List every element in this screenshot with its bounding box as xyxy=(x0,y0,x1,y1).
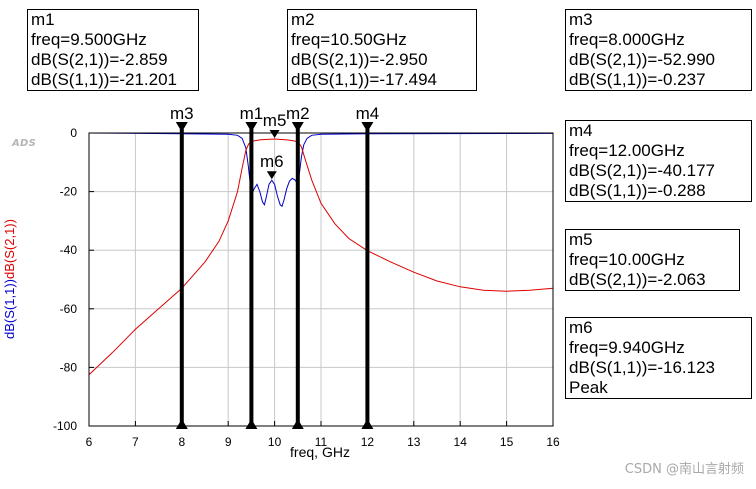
marker-box-m5: m5 freq=10.00GHz dB(S(2,1))=-2.063 xyxy=(565,229,740,291)
y-tick-label: -40 xyxy=(60,243,78,257)
marker-box-line: m1 xyxy=(31,10,55,29)
marker-label-m4: m4 xyxy=(356,104,380,123)
x-tick-label: 8 xyxy=(178,435,185,449)
chart-axes: 6 7 8 9 10 11 12 13 14 15 16 0 -20 -40 -60 -80 -100 xyxy=(53,126,560,449)
marker-box-line: freq=9.940GHz xyxy=(569,338,685,357)
x-tick-label: 13 xyxy=(407,435,421,449)
marker-label-m6: m6 xyxy=(260,152,284,171)
y-tick-label: -100 xyxy=(53,419,77,433)
marker-box-line: dB(S(1,1))=-0.237 xyxy=(569,70,706,89)
marker-box-line: m4 xyxy=(569,121,593,140)
y-axis-label-group: dB(S(1,1))dB(S(2,1)) xyxy=(2,219,17,339)
marker-box-line: dB(S(2,1))=-2.859 xyxy=(31,50,168,69)
marker-label-m1: m1 xyxy=(240,104,264,123)
plot-area xyxy=(88,132,554,376)
x-tick-label: 12 xyxy=(361,435,375,449)
marker-label-m2: m2 xyxy=(286,104,310,123)
x-tick-label: 14 xyxy=(454,435,468,449)
marker-point-m6 xyxy=(266,171,277,180)
marker-box-line: dB(S(2,1))=-2.950 xyxy=(291,50,428,69)
y-tick-label: -60 xyxy=(60,302,78,316)
marker-box-line: dB(S(1,1))=-17.494 xyxy=(291,70,437,89)
x-tick-label: 6 xyxy=(86,435,93,449)
marker-triangle-top-m1 xyxy=(245,122,258,132)
marker-box-line: dB(S(2,1))=-52.990 xyxy=(569,50,715,69)
x-tick-label: 10 xyxy=(268,435,282,449)
marker-box-line: freq=9.500GHz xyxy=(31,30,147,49)
marker-box-line: dB(S(1,1))=-21.201 xyxy=(31,70,177,89)
x-tick-label: 15 xyxy=(500,435,514,449)
marker-box-line: m3 xyxy=(569,10,593,29)
marker-box-line: m2 xyxy=(291,10,315,29)
marker-box-m6: m6 freq=9.940GHz dB(S(1,1))=-16.123 Peak xyxy=(565,317,752,399)
marker-point-m5 xyxy=(269,130,280,139)
marker-box-line: m5 xyxy=(569,230,593,249)
marker-box-line: freq=10.00GHz xyxy=(569,250,685,269)
x-tick-label: 16 xyxy=(546,435,560,449)
marker-box-m1: m1 freq=9.500GHz dB(S(2,1))=-2.859 dB(S(1,1… xyxy=(27,9,199,91)
y-tick-label: 0 xyxy=(70,126,77,140)
marker-box-line: freq=12.00GHz xyxy=(569,141,685,160)
marker-box-line: freq=10.50GHz xyxy=(291,30,407,49)
x-tick-label: 9 xyxy=(225,435,232,449)
x-tick-label: 7 xyxy=(132,435,139,449)
marker-label-m3: m3 xyxy=(170,104,194,123)
marker-triangle-top-m4 xyxy=(361,122,374,132)
y-axis-label: dB(S(1,1))dB(S(2,1)) xyxy=(2,219,17,339)
x-tick-label: 11 xyxy=(315,435,328,449)
marker-box-m2: m2 freq=10.50GHz dB(S(2,1))=-2.950 dB(S(1,1… xyxy=(287,9,477,91)
marker-box-m3: m3 freq=8.000GHz dB(S(2,1))=-52.990 dB(S(1,… xyxy=(565,9,752,91)
marker-triangle-bottom-m4 xyxy=(361,419,374,429)
marker-box-line: Peak xyxy=(569,378,608,397)
marker-triangle-bottom-m3 xyxy=(175,419,188,429)
marker-box-line: m6 xyxy=(569,318,593,337)
marker-triangle-bottom-m2 xyxy=(291,419,304,429)
y-axis-label-part: dB(S(2,1)) xyxy=(2,219,17,279)
marker-box-line: dB(S(1,1))=-16.123 xyxy=(569,358,715,377)
marker-triangle-bottom-m1 xyxy=(245,419,258,429)
watermark: CSDN @南山言射频 xyxy=(624,462,744,477)
marker-box-line: dB(S(2,1))=-40.177 xyxy=(569,161,715,180)
marker-label-m5: m5 xyxy=(263,111,287,130)
y-axis-label-part: dB(S(1,1)) xyxy=(2,279,17,339)
y-tick-label: -80 xyxy=(60,360,78,374)
chart-grid xyxy=(89,133,553,426)
series-line-db-s-2-1- xyxy=(88,138,554,376)
marker-triangle-top-m3 xyxy=(175,122,188,132)
marker-box-m4: m4 freq=12.00GHz dB(S(2,1))=-40.177 dB(S(1,… xyxy=(565,120,752,202)
ads-logo: ADS xyxy=(12,138,37,149)
marker-box-line: freq=8.000GHz xyxy=(569,30,685,49)
y-tick-label: -20 xyxy=(60,185,78,199)
marker-triangle-top-m2 xyxy=(291,122,304,132)
series-line-db-s-1-1- xyxy=(88,132,554,208)
marker-layer: m1 m2 m3 m4 m5 m6 xyxy=(170,104,379,429)
marker-box-line: dB(S(1,1))=-0.288 xyxy=(569,181,706,200)
marker-box-line: dB(S(2,1))=-2.063 xyxy=(569,270,706,289)
x-axis-label: freq, GHz xyxy=(290,444,350,460)
